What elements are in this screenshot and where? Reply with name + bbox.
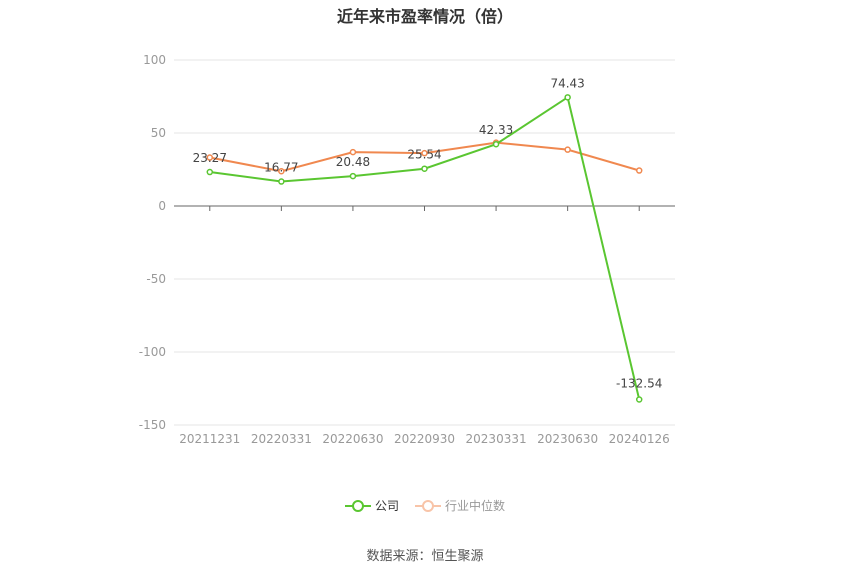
x-tick-label: 20220331 xyxy=(251,432,312,446)
x-tick-label: 20211231 xyxy=(179,432,240,446)
data-point-company xyxy=(492,140,500,148)
y-tick-label: 50 xyxy=(151,126,166,140)
data-point-company xyxy=(635,396,643,403)
data-point-industry-median xyxy=(349,148,357,156)
data-point-company xyxy=(349,172,357,180)
legend-label-company: 公司 xyxy=(374,499,399,513)
series-line-company xyxy=(209,95,641,400)
x-tick-label: 20240126 xyxy=(609,432,670,446)
data-labels: 23.27 16.77 20.48 25.54 42.33 74.43 -132.54 xyxy=(193,76,663,390)
legend: 公司 行业中位数 xyxy=(0,497,850,514)
y-tick-label: 0 xyxy=(158,199,166,213)
legend-label-industry-median: 行业中位数 xyxy=(445,499,506,513)
data-label: 16.77 xyxy=(264,161,298,175)
chart-title: 近年来市盈率情况（倍） xyxy=(336,7,513,26)
data-point-company xyxy=(564,94,571,101)
data-label: 74.43 xyxy=(550,76,584,90)
y-axis: 100 50 0 -50 -100 -150 xyxy=(139,53,166,432)
line-chart: 100 50 0 -50 -100 -150 20211231 20220331 202206… xyxy=(139,53,675,446)
data-point-industry-median xyxy=(278,168,285,175)
legend-company-icon xyxy=(344,499,371,512)
x-axis: 20211231 20220331 20220630 20220930 20230331… xyxy=(174,205,675,446)
data-label: 42.33 xyxy=(479,123,513,137)
data-point-industry-median xyxy=(206,154,214,161)
x-tick-label: 20220930 xyxy=(394,432,455,446)
x-tick-label: 20230331 xyxy=(466,432,527,446)
legend-item-company[interactable]: 公司 xyxy=(344,497,399,514)
gridlines xyxy=(174,59,675,426)
x-tick-label: 20230630 xyxy=(537,432,598,446)
data-label: 23.27 xyxy=(193,151,227,165)
data-point-company xyxy=(278,178,285,185)
data-label: -132.54 xyxy=(616,377,662,391)
legend-industry-median-icon xyxy=(415,499,441,512)
series-group xyxy=(206,94,643,403)
data-source: 数据来源：恒生聚源 xyxy=(366,549,484,564)
y-tick-label: -150 xyxy=(139,418,166,432)
data-label: 20.48 xyxy=(336,155,370,169)
y-tick-label: -50 xyxy=(146,272,166,286)
data-point-company xyxy=(206,168,214,176)
data-point-industry-median xyxy=(421,149,428,157)
data-label: 25.54 xyxy=(407,148,441,162)
data-point-industry-median xyxy=(635,167,643,174)
y-tick-label: 100 xyxy=(143,53,166,67)
data-point-industry-median xyxy=(564,146,571,153)
x-tick-label: 20220630 xyxy=(322,432,383,446)
data-point-company xyxy=(421,165,428,172)
y-tick-label: -100 xyxy=(139,345,166,359)
legend-item-industry-median[interactable]: 行业中位数 xyxy=(415,497,505,514)
